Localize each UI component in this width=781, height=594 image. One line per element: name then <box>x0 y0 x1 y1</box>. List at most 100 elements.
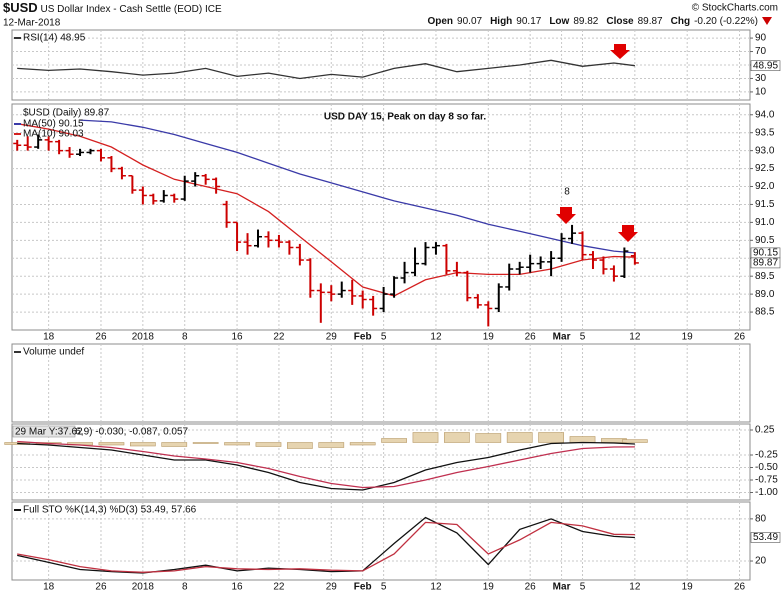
value-tag-label: 48.95 <box>753 60 778 71</box>
x-tick-label: 26 <box>734 332 746 343</box>
y-tick-label: 88.5 <box>755 307 775 318</box>
x-tick-label: 12 <box>629 582 641 593</box>
x-tick-label: 5 <box>381 332 387 343</box>
value-tag-label: 90.15 <box>753 248 778 259</box>
x-tick-label: 22 <box>273 582 285 593</box>
date: 12-Mar-2018 <box>3 18 61 29</box>
value-tag <box>750 60 781 72</box>
y-tick-label: 93.5 <box>755 127 775 138</box>
histogram-bar <box>349 442 376 446</box>
x-tick-label: 19 <box>682 582 694 593</box>
panel-frame <box>11 343 751 423</box>
x-tick-label: 5 <box>580 582 586 593</box>
x-tick-label: 16 <box>232 582 244 593</box>
y-tick-label: -1.00 <box>755 487 778 498</box>
x-tick-label: 16 <box>232 332 244 343</box>
x-tick-label: 26 <box>525 582 537 593</box>
line-series <box>17 521 635 573</box>
x-tick-label: 8 <box>182 582 188 593</box>
symbol: $USD <box>3 0 38 15</box>
x-tick-label: 26 <box>525 332 537 343</box>
y-tick-label: 70 <box>755 46 767 57</box>
histogram-bar <box>569 436 596 443</box>
x-tick-label: 18 <box>43 332 55 343</box>
y-tick-label: 91.5 <box>755 199 775 210</box>
quote-label: Chg <box>671 16 690 27</box>
moving-average <box>79 119 635 254</box>
copyright: © StockCharts.com <box>692 3 778 14</box>
line-series <box>17 59 635 80</box>
x-tick-label: 18 <box>43 582 55 593</box>
y-tick-label: 80 <box>755 514 767 525</box>
instrument-name: US Dollar Index - Cash Settle (EOD) <box>40 4 202 15</box>
histogram-bar <box>318 442 345 448</box>
y-tick-label: 90 <box>755 33 767 44</box>
y-tick-label: 92.0 <box>755 181 775 192</box>
x-tick-label: 12 <box>430 332 442 343</box>
histogram-bar <box>538 432 564 443</box>
value-tag <box>750 257 781 269</box>
panel-frame <box>11 103 751 331</box>
x-tick-label: 12 <box>629 332 641 343</box>
histogram-bar <box>161 442 188 447</box>
legend-label: RSI(14) 48.95 <box>23 33 86 44</box>
exchange: ICE <box>205 4 222 15</box>
quote-label: Open <box>427 16 453 27</box>
line-series <box>17 516 635 574</box>
quote-label: Low <box>549 16 569 27</box>
tooltip-box <box>12 425 76 438</box>
y-tick-label: 89.5 <box>755 271 775 282</box>
histogram-bar <box>192 442 219 444</box>
x-tick-label: 5 <box>381 582 387 593</box>
y-tick-label: 90.5 <box>755 235 775 246</box>
quote-line: Open 90.07 High 90.17 Low 89.82 Close 89.87 Chg -… <box>427 16 758 27</box>
histogram-bar <box>412 432 439 443</box>
y-tick-label: -0.75 <box>755 475 778 486</box>
legend-label: MA(10) 90.03 <box>23 129 84 140</box>
y-tick-label: 92.5 <box>755 163 775 174</box>
quote-value: -0.20 (-0.22%) <box>694 16 758 27</box>
x-tick-label: 19 <box>483 582 495 593</box>
y-tick-label: 30 <box>755 73 767 84</box>
symbol-line: $USD US Dollar Index - Cash Settle (EOD)… <box>3 0 222 15</box>
x-tick-label: 8 <box>182 332 188 343</box>
x-tick-label: 2018 <box>132 332 155 343</box>
legend-label: MACD(12,26,9) -0.030, -0.087, 0.057 <box>23 427 189 438</box>
quote-value: 90.17 <box>516 16 541 27</box>
x-tick-label: 19 <box>483 332 495 343</box>
histogram-bar <box>621 439 648 443</box>
histogram-bar <box>444 432 470 443</box>
y-tick-label: 91.0 <box>755 217 775 228</box>
x-tick-label: 26 <box>95 332 107 343</box>
y-tick-label: 94.0 <box>755 109 775 120</box>
histogram-bar <box>475 433 502 443</box>
moving-average <box>17 123 635 297</box>
histogram-bar <box>129 442 156 447</box>
x-tick-label: 29 <box>326 582 338 593</box>
histogram-bar <box>381 438 407 443</box>
quote-value: 89.87 <box>638 16 663 27</box>
annotation: USD DAY 15, Peak on day 8 so far. <box>324 112 487 123</box>
histogram-bar <box>224 442 250 446</box>
legend-label: MA(50) 90.15 <box>23 119 84 130</box>
y-tick-label: 89.0 <box>755 289 775 300</box>
x-tick-label: 5 <box>580 332 586 343</box>
quote-value: 89.82 <box>573 16 598 27</box>
legend-label: $USD (Daily) 89.87 <box>23 108 110 119</box>
histogram-bar <box>287 442 313 449</box>
y-tick-label: 20 <box>755 556 767 567</box>
quote-value: 90.07 <box>457 16 482 27</box>
x-tick-label: 19 <box>682 332 694 343</box>
down-arrow-icon <box>762 17 772 25</box>
value-tag <box>750 532 781 543</box>
x-tick-label: Mar <box>553 332 571 343</box>
histogram-bar <box>98 442 125 446</box>
x-tick-label: 29 <box>326 332 338 343</box>
x-tick-label: 12 <box>430 582 442 593</box>
peak-label: 8 <box>564 187 570 198</box>
y-tick-label: 10 <box>755 87 767 98</box>
x-tick-label: 22 <box>273 332 285 343</box>
y-tick-label: 93.0 <box>755 145 775 156</box>
x-tick-label: Feb <box>354 332 372 343</box>
